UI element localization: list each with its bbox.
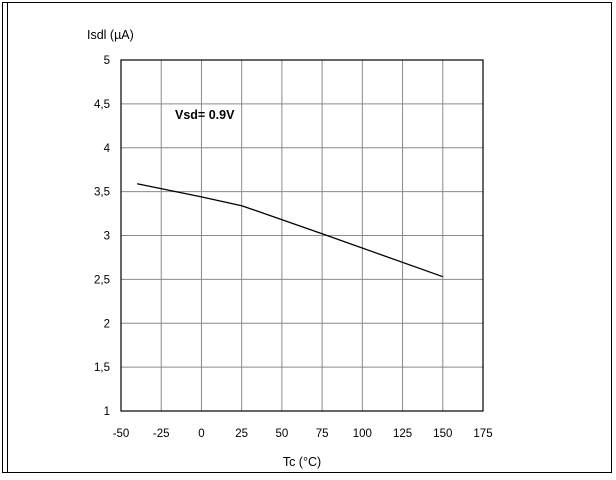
x-tick-label: -25 [153,428,170,440]
x-tick-label: 175 [473,428,492,440]
y-tick-label: 3 [104,231,110,243]
series-line [136,183,444,278]
y-tick-label: 2 [104,318,110,330]
y-tick-label: 4 [104,143,111,155]
x-tick-label: 125 [393,428,412,440]
series-group [136,183,444,278]
x-axis-title: Tc (°C) [283,455,321,469]
x-tick-label: 0 [198,428,204,440]
y-tick-label: 1 [104,406,110,418]
x-tick-label: -50 [113,428,130,440]
y-tick-label: 3,5 [94,187,110,199]
y-axis-title: Isdl (µA) [87,28,134,42]
x-tick-labels: -50 -25 0 25 50 75 100 125 150 175 [113,428,493,440]
y-tick-label: 1,5 [94,362,110,374]
plot-area [120,59,484,412]
x-tick-label: 100 [353,428,372,440]
y-tick-label: 5 [104,55,110,67]
grid-lines [121,60,483,411]
condition-annotation: Vsd= 0.9V [175,108,235,122]
y-tick-labels: 1 1,5 2 2,5 3 3,5 4 4,5 5 [94,55,111,418]
outer-border [2,2,612,473]
y-tick-label: 2,5 [94,274,110,286]
x-tick-label: 75 [316,428,329,440]
y-tick-label: 4,5 [94,99,110,111]
x-tick-label: 50 [275,428,288,440]
x-tick-label: 150 [433,428,452,440]
x-tick-label: 25 [235,428,248,440]
